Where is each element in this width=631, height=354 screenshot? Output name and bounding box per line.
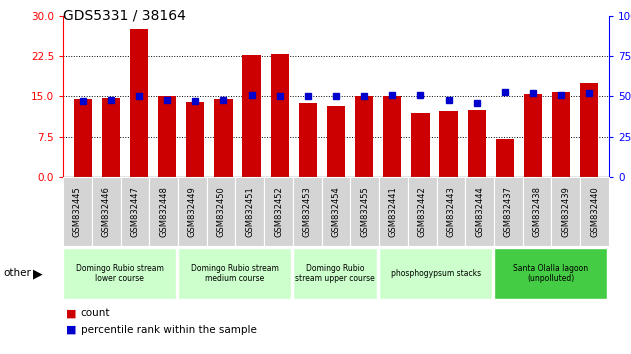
Text: percentile rank within the sample: percentile rank within the sample bbox=[81, 325, 257, 335]
Bar bbox=[215, 99, 233, 177]
Bar bbox=[411, 113, 430, 177]
Text: GSM832441: GSM832441 bbox=[389, 186, 398, 237]
Text: GSM832454: GSM832454 bbox=[331, 186, 341, 237]
Text: GDS5331 / 38164: GDS5331 / 38164 bbox=[63, 9, 186, 23]
Text: ■: ■ bbox=[66, 325, 77, 335]
Text: Domingo Rubio
stream upper course: Domingo Rubio stream upper course bbox=[295, 264, 375, 283]
Text: GSM832437: GSM832437 bbox=[504, 186, 513, 237]
Text: GSM832438: GSM832438 bbox=[533, 186, 541, 237]
Bar bbox=[74, 99, 92, 177]
Bar bbox=[524, 94, 542, 177]
Text: GSM832451: GSM832451 bbox=[245, 186, 254, 237]
Text: GSM832439: GSM832439 bbox=[562, 186, 570, 237]
Text: GSM832443: GSM832443 bbox=[446, 186, 456, 237]
Text: ■: ■ bbox=[66, 308, 77, 318]
Bar bbox=[580, 83, 598, 177]
Text: GSM832449: GSM832449 bbox=[188, 186, 197, 237]
Text: phosphogypsum stacks: phosphogypsum stacks bbox=[391, 269, 481, 278]
Text: ▶: ▶ bbox=[33, 267, 42, 280]
Text: GSM832445: GSM832445 bbox=[73, 186, 82, 237]
Text: GSM832444: GSM832444 bbox=[475, 186, 484, 237]
Bar bbox=[327, 105, 345, 177]
Text: count: count bbox=[81, 308, 110, 318]
Text: Santa Olalla lagoon
(unpolluted): Santa Olalla lagoon (unpolluted) bbox=[513, 264, 588, 283]
Bar bbox=[439, 112, 457, 177]
Bar bbox=[186, 102, 204, 177]
Text: GSM832453: GSM832453 bbox=[303, 186, 312, 237]
Bar bbox=[102, 98, 120, 177]
Text: GSM832455: GSM832455 bbox=[360, 186, 369, 237]
Text: GSM832442: GSM832442 bbox=[418, 186, 427, 237]
Text: other: other bbox=[3, 268, 31, 279]
Bar bbox=[496, 139, 514, 177]
Text: Domingo Rubio stream
medium course: Domingo Rubio stream medium course bbox=[191, 264, 278, 283]
Text: GSM832452: GSM832452 bbox=[274, 186, 283, 237]
Text: GSM832450: GSM832450 bbox=[216, 186, 226, 237]
Text: Domingo Rubio stream
lower course: Domingo Rubio stream lower course bbox=[76, 264, 163, 283]
Bar bbox=[298, 103, 317, 177]
Bar bbox=[383, 96, 401, 177]
Bar bbox=[355, 96, 374, 177]
Text: GSM832447: GSM832447 bbox=[131, 186, 139, 237]
Bar bbox=[468, 110, 486, 177]
Bar bbox=[552, 92, 570, 177]
Text: GSM832446: GSM832446 bbox=[102, 186, 110, 237]
Bar bbox=[271, 54, 289, 177]
Bar bbox=[242, 55, 261, 177]
Text: GSM832448: GSM832448 bbox=[159, 186, 168, 237]
Bar bbox=[158, 96, 176, 177]
Text: GSM832440: GSM832440 bbox=[590, 186, 599, 237]
Bar bbox=[130, 29, 148, 177]
